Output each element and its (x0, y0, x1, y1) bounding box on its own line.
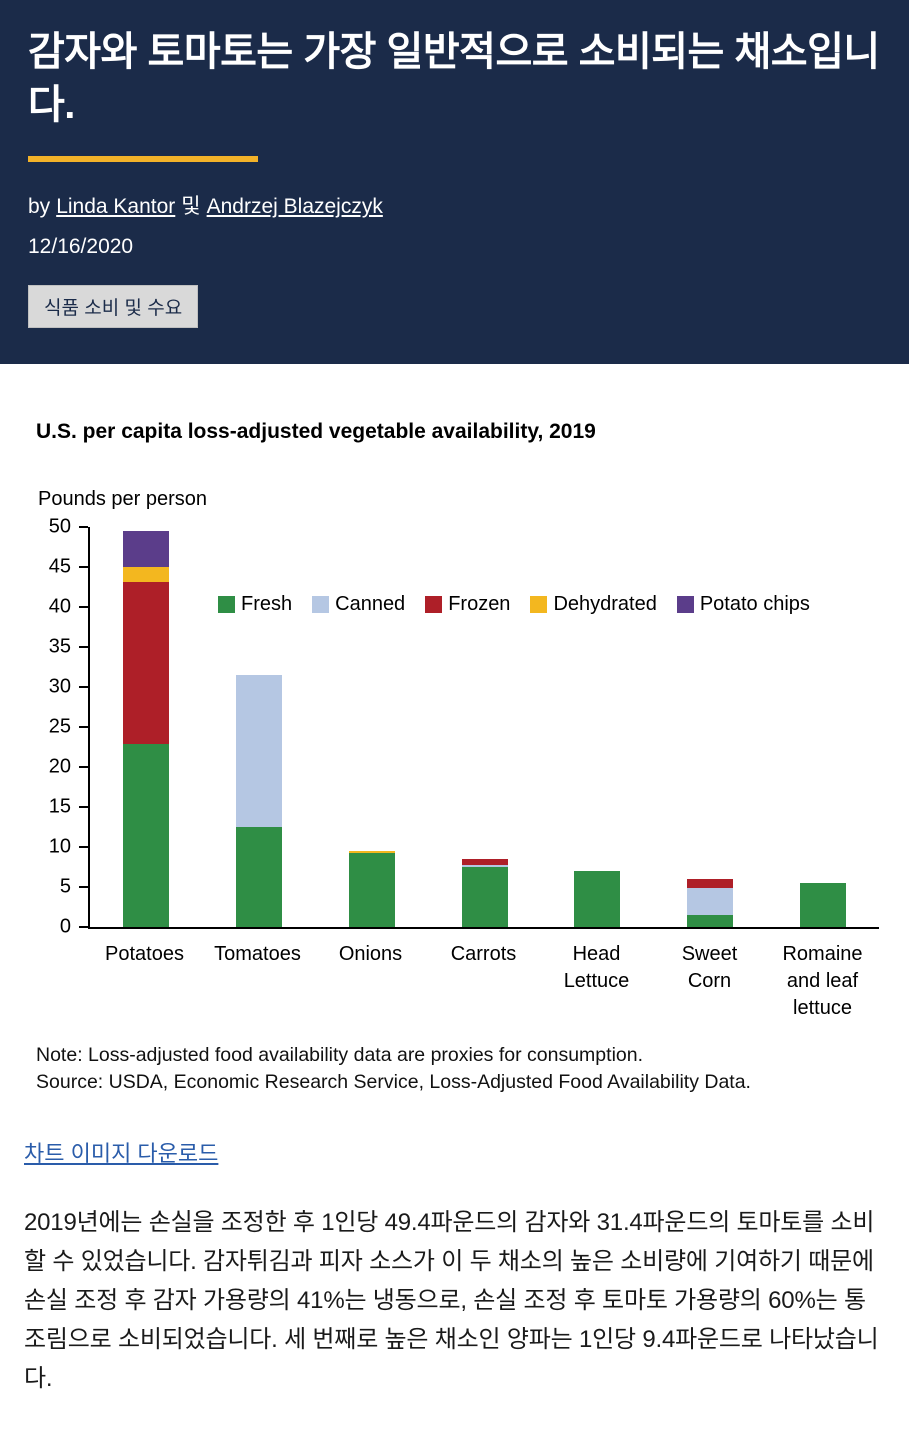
legend-swatch-frozen (425, 595, 443, 613)
article-body: 차트 이미지 다운로드 2019년에는 손실을 조정한 후 1인당 49.4파운… (0, 1096, 909, 1442)
authors-separator: 및 (181, 194, 201, 218)
byline-prefix: by (28, 194, 51, 218)
y-tick-label: 15 (48, 795, 71, 818)
publish-date: 12/16/2020 (28, 234, 134, 258)
legend-swatch-canned (312, 595, 330, 613)
legend-label: Fresh (241, 592, 293, 615)
chart-legend: Fresh Canned Frozen Dehydrated Potato chips (218, 593, 810, 616)
bar-romaine-and-leaf-lettuce (799, 527, 846, 927)
y-tick-mark (79, 645, 88, 648)
chart-section: U.S. per capita loss-adjusted vegetable … (0, 364, 909, 1097)
legend-swatch-dehydrated (530, 595, 548, 613)
legend-swatch-potato-chips (676, 595, 694, 613)
y-tick-mark (79, 725, 88, 728)
bar-tomatoes (236, 527, 283, 927)
chart-notes: Note: Loss-adjusted food availability da… (36, 1042, 879, 1097)
bar-segment-frozen (686, 878, 733, 889)
x-label-romaine-and-leaf-lettuce: Romaine and leaf lettuce (782, 942, 863, 1019)
bar-sweet-corn (686, 527, 733, 927)
y-tick-label: 50 (48, 515, 71, 538)
legend-label: Frozen (448, 592, 511, 615)
chart-title: U.S. per capita loss-adjusted vegetable … (36, 419, 596, 443)
legend-swatch-fresh (218, 595, 235, 613)
bar-segment-canned (686, 888, 733, 915)
article-header: 감자와 토마토는 가장 일반적으로 소비되는 채소입니다. by Linda Ka… (0, 0, 909, 364)
bar-onions (348, 527, 395, 927)
x-label-onions: Onions (338, 942, 403, 965)
y-axis-title: Pounds per person (38, 487, 208, 510)
y-tick-mark (79, 805, 88, 808)
bar-segment-fresh (123, 744, 170, 927)
legend-item-fresh: Fresh (218, 593, 292, 616)
bar-column-romaine-and-leaf-lettuce (766, 527, 879, 927)
author-link-2[interactable]: Andrzej Blazejczyk (206, 194, 383, 218)
bar-column-tomatoes (203, 527, 316, 927)
x-labels-row: Potatoes Tomatoes Onions Carrots Head Lettuc… (88, 941, 879, 1022)
y-tick-mark (79, 565, 88, 568)
bar-potatoes (123, 527, 170, 927)
y-tick-label: 30 (48, 675, 71, 698)
bar-segment-fresh (686, 914, 733, 927)
chart-source: Source: USDA, Economic Research Service,… (36, 1070, 751, 1093)
bar-segment-frozen (123, 581, 170, 745)
byline: by Linda Kantor 및 Andrzej Blazejczyk (28, 190, 881, 220)
x-label-head-lettuce: Head Lettuce (563, 942, 630, 992)
y-tick-mark (79, 845, 88, 848)
y-tick-mark (79, 885, 88, 888)
topic-tag[interactable]: 식품 소비 및 수요 (28, 284, 199, 328)
y-tick-label: 20 (48, 755, 71, 778)
y-tick-label: 10 (48, 835, 71, 858)
bar-head-lettuce (574, 527, 621, 927)
x-label-tomatoes: Tomatoes (214, 942, 301, 965)
bar-carrots (461, 527, 508, 927)
y-axis: 0 5 10 15 20 25 30 35 40 45 50 (36, 515, 88, 937)
y-tick-label: 40 (48, 595, 71, 618)
page-title: 감자와 토마토는 가장 일반적으로 소비되는 채소입니다. (28, 30, 880, 127)
body-paragraph: 2019년에는 손실을 조정한 후 1인당 49.4파운드의 감자와 31.4파… (24, 1209, 879, 1392)
bars-row (90, 527, 879, 927)
legend-item-frozen: Frozen (425, 593, 510, 616)
bar-segment-dehydrated (123, 566, 170, 582)
y-tick-mark (79, 525, 88, 528)
bar-segment-canned (236, 675, 283, 827)
legend-label: Dehydrated (553, 592, 657, 615)
chart-note: Note: Loss-adjusted food availability da… (36, 1043, 644, 1066)
x-label-potatoes: Potatoes (105, 942, 184, 965)
bar-column-potatoes (90, 527, 203, 927)
plot-row: 0 5 10 15 20 25 30 35 40 45 50 Fresh Canned Frozen De… (36, 515, 879, 937)
y-tick-label: 0 (59, 915, 71, 938)
bar-column-carrots (428, 527, 541, 927)
bar-segment-canned (461, 865, 508, 868)
y-tick-mark (79, 925, 88, 928)
y-tick-mark (79, 685, 88, 688)
accent-rule (28, 155, 258, 162)
bar-segment-dehydrated (348, 851, 395, 853)
x-label-carrots: Carrots (450, 942, 517, 965)
legend-item-dehydrated: Dehydrated (530, 592, 657, 616)
x-label-sweet-corn: Sweet Corn (681, 942, 738, 992)
y-tick-mark (79, 765, 88, 768)
author-link-1[interactable]: Linda Kantor (56, 194, 176, 218)
bar-segment-fresh (461, 867, 508, 927)
bar-segment-fresh (574, 870, 621, 927)
legend-label: Canned (335, 592, 406, 615)
plot-area: Fresh Canned Frozen Dehydrated Potato chips (88, 526, 879, 929)
bar-column-head-lettuce (541, 527, 654, 927)
chart-download-link[interactable]: 차트 이미지 다운로드 (24, 1141, 219, 1167)
bar-segment-potato-chips (123, 531, 170, 567)
bar-column-onions (315, 527, 428, 927)
bar-segment-fresh (236, 826, 283, 927)
bar-segment-fresh (348, 853, 395, 927)
legend-label: Potato chips (699, 592, 810, 615)
bar-segment-frozen (461, 859, 508, 866)
y-tick-label: 5 (59, 875, 71, 898)
y-tick-mark (79, 605, 88, 608)
legend-item-canned: Canned (312, 593, 405, 616)
y-tick-label: 25 (48, 715, 71, 738)
y-tick-label: 35 (48, 635, 71, 658)
bar-column-sweet-corn (654, 527, 767, 927)
legend-item-potato-chips: Potato chips (676, 592, 810, 616)
bar-segment-fresh (799, 882, 846, 927)
y-tick-label: 45 (48, 555, 71, 578)
